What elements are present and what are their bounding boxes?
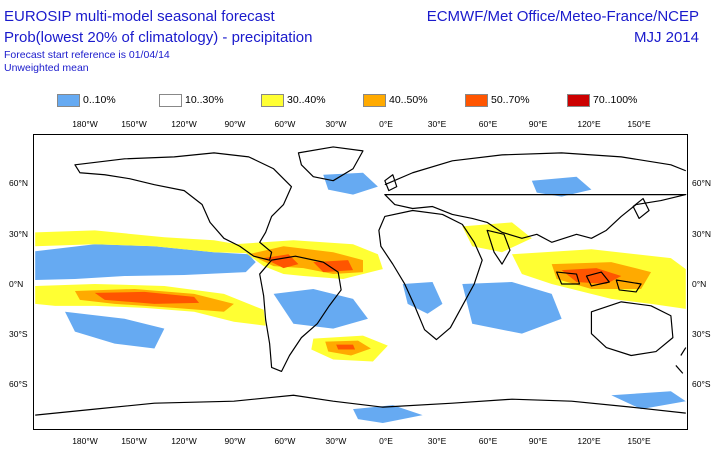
forecast-start-reference: Forecast start reference is 01/04/14 [4,49,170,61]
red-region-maritime-continent [561,268,622,284]
lat-label: 30°N [9,229,28,239]
lon-label: 180°W [72,119,98,129]
lon-label: 90°E [528,119,548,129]
lon-label: 120°W [171,119,197,129]
forecast-map [33,134,688,430]
lat-label: 60°S [9,379,28,389]
legend-label: 0..10% [83,94,116,106]
lon-label: 0°E [379,436,393,446]
lon-label: 150°E [627,119,651,129]
blue-region-s-indian-ocean [462,282,562,334]
lon-label: 150°W [121,436,147,446]
coast-indonesia [556,271,642,293]
blue-region-siberia [531,176,592,197]
blue-region-s-ocean [353,391,686,424]
lon-label: 90°W [224,119,246,129]
lon-label: 60°E [478,119,498,129]
lon-label: 90°E [528,436,548,446]
yellow-region-n-pacific [35,230,252,254]
lon-label: 150°W [121,119,147,129]
map-title: EUROSIP multi-model seasonal forecast [4,8,275,25]
coast-new-zealand [675,347,687,374]
lat-label: 60°N [9,178,28,188]
blue-region-africa [402,282,443,314]
coast-south-america [259,255,342,372]
coast-australia [590,301,674,357]
forecast-centres: ECMWF/Met Office/Meteo-France/NCEP [426,8,699,25]
lat-label: 0°N [692,279,707,289]
legend-label: 40..50% [389,94,428,106]
legend-label: 10..30% [185,94,224,106]
coast-india [486,229,511,265]
lon-label: 60°W [274,436,296,446]
lon-label: 0°E [379,119,393,129]
red-region-s-atlantic [336,344,356,350]
legend-label: 30..40% [287,94,326,106]
shading-layer [35,172,686,424]
blue-region-n-atlantic [323,172,378,195]
legend-swatch [261,94,284,107]
lon-label: 60°E [478,436,498,446]
red-region-s-pacific [94,291,200,304]
lat-label: 0°N [9,279,24,289]
legend-label: 70..100% [593,94,638,106]
coast-eurasia [384,152,687,243]
lon-label: 30°W [325,436,347,446]
coast-greenland [297,146,364,182]
legend-swatch [159,94,182,107]
coastline-layer [35,146,687,416]
forecast-period: MJJ 2014 [633,29,699,46]
lat-label: 60°N [692,178,711,188]
blue-region-eq-pacific [35,244,256,281]
blue-region-s-pacific [65,311,165,349]
coast-antarctica [35,394,686,416]
lon-label: 30°E [427,436,447,446]
lon-label: 60°W [274,119,296,129]
yellow-region-india [462,222,532,253]
coast-africa [378,209,483,341]
lat-label: 30°N [692,229,711,239]
lon-label: 90°W [224,436,246,446]
coast-japan [632,197,650,220]
lon-label: 120°E [577,436,601,446]
blue-region-s-america-east [273,288,368,329]
map-subtitle: Prob(lowest 20% of climatology) - precip… [4,29,313,46]
lon-label: 180°W [72,436,98,446]
legend-swatch [567,94,590,107]
coast-north-america [74,152,293,261]
legend-swatch [57,94,80,107]
forecast-map-svg [35,146,687,424]
legend-swatch [465,94,488,107]
lon-label: 120°E [577,119,601,129]
lat-label: 30°S [692,329,711,339]
lat-label: 30°S [9,329,28,339]
lon-label: 30°E [427,119,447,129]
mean-type: Unweighted mean [4,62,89,74]
lon-label: 150°E [627,436,651,446]
legend-swatch [363,94,386,107]
lon-label: 120°W [171,436,197,446]
coast-uk [384,174,398,192]
legend-label: 50..70% [491,94,530,106]
lat-label: 60°S [692,379,711,389]
lon-label: 30°W [325,119,347,129]
